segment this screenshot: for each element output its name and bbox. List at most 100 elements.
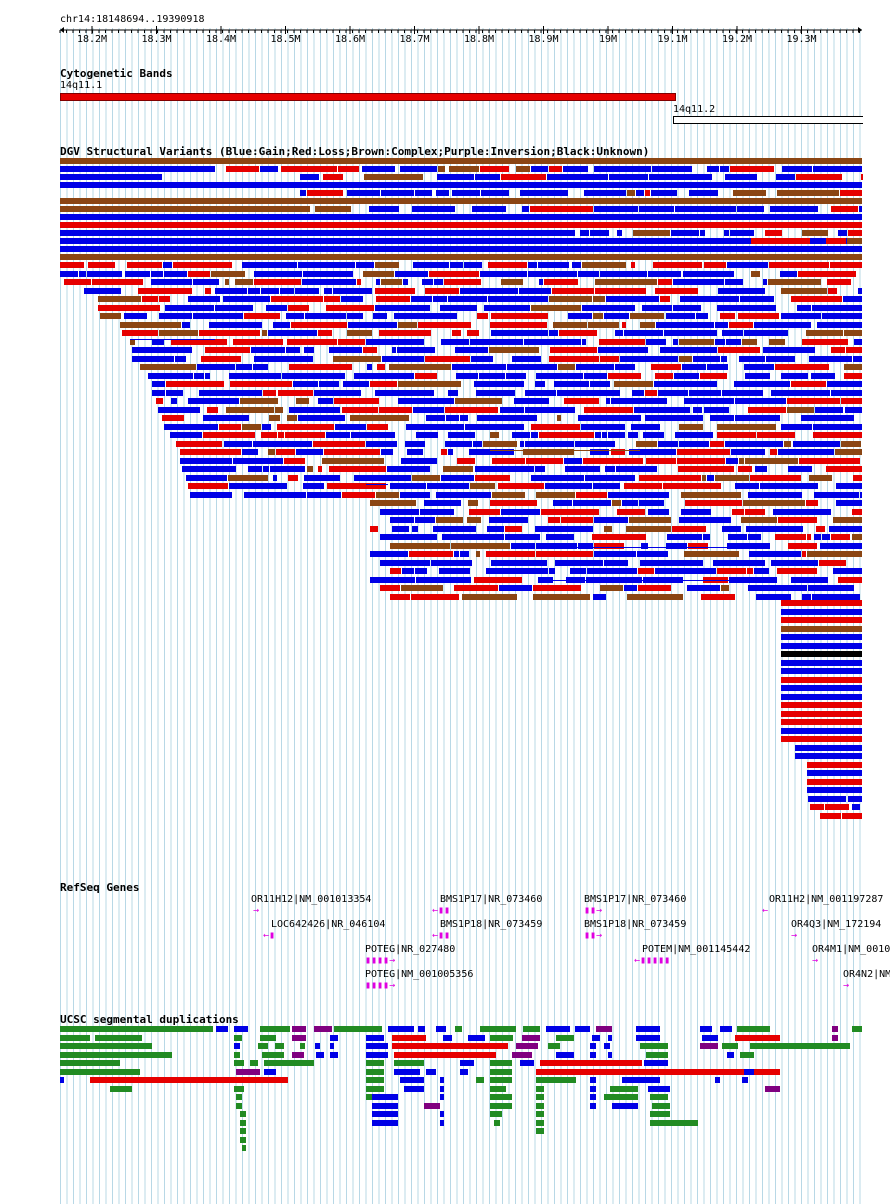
dgv-variant[interactable] <box>460 551 469 557</box>
dgv-variant[interactable] <box>380 585 400 591</box>
dgv-variant[interactable] <box>480 166 509 172</box>
dgv-variant[interactable] <box>831 206 858 212</box>
dgv-variant[interactable] <box>100 313 121 319</box>
dgv-variant[interactable] <box>164 423 218 430</box>
dgv-variant[interactable] <box>215 287 247 294</box>
gene-label[interactable]: OR4Q3|NM_172194 <box>791 919 882 930</box>
dgv-variant[interactable] <box>835 449 862 455</box>
dgv-variant[interactable] <box>248 287 260 294</box>
segdup-block[interactable] <box>60 1034 90 1041</box>
dgv-variant[interactable] <box>634 406 690 413</box>
dgv-variant[interactable] <box>132 355 174 362</box>
dgv-variant[interactable] <box>233 338 283 345</box>
dgv-variant[interactable] <box>369 206 399 212</box>
dgv-variant[interactable] <box>441 474 474 481</box>
dgv-variant[interactable] <box>549 296 592 302</box>
dgv-variant[interactable] <box>318 398 333 404</box>
dgv-variant[interactable] <box>781 642 862 649</box>
dgv-variant[interactable] <box>348 321 397 328</box>
segdup-block[interactable] <box>590 1094 596 1100</box>
dgv-variant[interactable] <box>677 449 730 455</box>
segdup-block[interactable] <box>426 1068 436 1075</box>
dgv-variant[interactable] <box>768 279 821 285</box>
dgv-variant[interactable] <box>689 389 721 396</box>
dgv-variant[interactable] <box>132 347 192 353</box>
dgv-variant[interactable] <box>584 406 633 413</box>
dgv-variant[interactable] <box>88 262 115 268</box>
dgv-variant[interactable] <box>795 753 862 759</box>
dgv-variant[interactable] <box>511 542 535 549</box>
dgv-variant[interactable] <box>646 338 666 345</box>
dgv-variant[interactable] <box>300 174 319 180</box>
dgv-variant[interactable] <box>381 449 393 455</box>
dgv-variant[interactable] <box>831 347 845 353</box>
dgv-variant[interactable] <box>375 287 415 294</box>
dgv-variant[interactable] <box>390 542 450 549</box>
dgv-variant[interactable] <box>165 304 214 311</box>
dgv-variant[interactable] <box>781 617 862 623</box>
dgv-variant[interactable] <box>651 364 681 370</box>
dgv-variant[interactable] <box>505 525 522 532</box>
dgv-variant[interactable] <box>807 551 862 557</box>
segdup-block[interactable] <box>590 1085 596 1092</box>
segdup-block[interactable] <box>536 1085 544 1092</box>
segdup-block[interactable] <box>262 1051 284 1058</box>
dgv-variant[interactable] <box>448 389 458 396</box>
cyto-band-1[interactable] <box>60 93 676 101</box>
dgv-variant[interactable] <box>829 525 862 532</box>
dgv-variant[interactable] <box>552 287 594 294</box>
dgv-variant[interactable] <box>843 296 862 302</box>
dgv-variant[interactable] <box>60 166 215 172</box>
segdup-block[interactable] <box>650 1111 670 1117</box>
dgv-variant[interactable] <box>276 449 295 455</box>
dgv-variant[interactable] <box>452 330 461 336</box>
segdup-block[interactable] <box>476 1077 484 1083</box>
dgv-variant[interactable] <box>288 474 298 481</box>
dgv-variant[interactable] <box>254 355 313 362</box>
dgv-variant[interactable] <box>673 338 678 345</box>
dgv-variant[interactable] <box>130 338 135 345</box>
dgv-variant[interactable] <box>808 795 846 802</box>
dgv-variant[interactable] <box>604 525 612 532</box>
dgv-variant[interactable] <box>376 279 380 285</box>
dgv-variant[interactable] <box>533 593 590 600</box>
dgv-variant[interactable] <box>354 372 414 379</box>
segdup-block[interactable] <box>292 1026 306 1032</box>
gene-label[interactable]: LOC642426|NR_046104 <box>271 919 386 930</box>
segdup-block[interactable] <box>234 1085 244 1092</box>
dgv-variant[interactable] <box>444 279 481 285</box>
dgv-variant[interactable] <box>826 466 862 472</box>
dgv-variant[interactable] <box>479 372 505 379</box>
dgv-variant[interactable] <box>820 812 841 819</box>
dgv-variant[interactable] <box>501 508 540 515</box>
dgv-variant[interactable] <box>127 262 162 268</box>
segdup-block[interactable] <box>640 1043 668 1049</box>
dgv-variant[interactable] <box>307 466 313 472</box>
dgv-variant[interactable] <box>347 190 380 196</box>
dgv-variant[interactable] <box>531 474 584 481</box>
dgv-variant[interactable] <box>784 440 791 447</box>
gene-glyph-arrow-icon[interactable]: ←▮▮ <box>432 905 451 916</box>
dgv-variant[interactable] <box>632 389 644 396</box>
segdup-block[interactable] <box>832 1034 838 1041</box>
dgv-variant[interactable] <box>407 449 423 455</box>
dgv-variant[interactable] <box>230 381 292 387</box>
segdup-block[interactable] <box>372 1094 398 1100</box>
dgv-variant[interactable] <box>519 287 551 294</box>
dgv-variant[interactable] <box>717 423 776 430</box>
dgv-variant[interactable] <box>557 415 561 421</box>
dgv-variant[interactable] <box>757 432 795 438</box>
dgv-variant[interactable] <box>197 364 235 370</box>
segdup-block[interactable] <box>240 1111 246 1117</box>
dgv-variant[interactable] <box>725 440 783 447</box>
dgv-variant[interactable] <box>64 279 91 285</box>
dgv-variant[interactable] <box>645 389 657 396</box>
dgv-variant[interactable] <box>718 287 765 294</box>
dgv-variant[interactable] <box>166 389 183 396</box>
gene-label[interactable]: POTEM|NM_001145442 <box>642 944 751 955</box>
dgv-variant[interactable] <box>242 262 297 268</box>
dgv-variant[interactable] <box>248 466 262 472</box>
dgv-variant[interactable] <box>787 406 814 413</box>
dgv-variant[interactable] <box>680 296 739 302</box>
segdup-block[interactable] <box>388 1026 414 1032</box>
